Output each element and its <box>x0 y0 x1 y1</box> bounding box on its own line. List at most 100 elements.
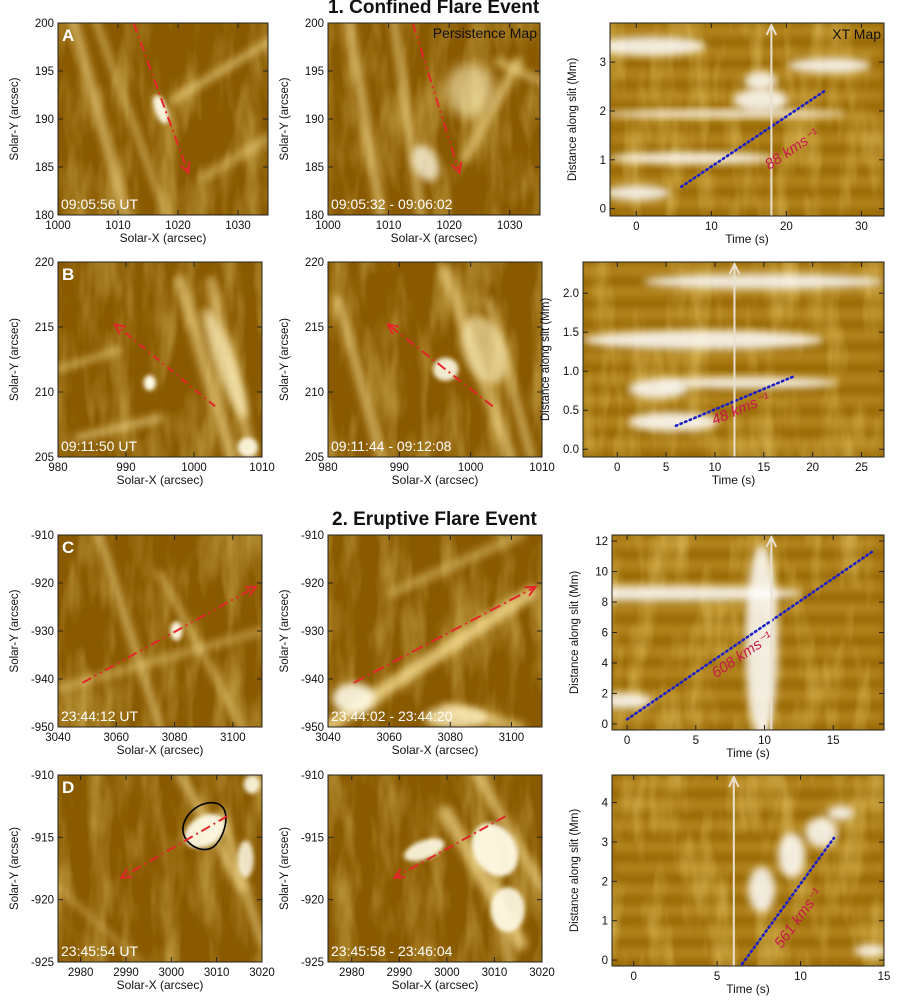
snapshot-ylabel: Solar-Y (arcsec) <box>9 589 21 672</box>
persistence-ytick-label: -920 <box>301 895 324 907</box>
persistence-timestamp: 23:45:58 - 23:46:04 <box>331 943 453 959</box>
snapshot-ytick-label: -925 <box>31 957 54 969</box>
xt-xtick-label: 0 <box>630 971 636 983</box>
snapshot-xtick-label: 1000 <box>45 220 71 232</box>
xt-ytick-label: 0 <box>602 719 608 731</box>
persistence-frame <box>327 774 543 963</box>
persistence-xtick-label: 2980 <box>339 967 365 979</box>
flare-contour <box>182 801 227 851</box>
slit-arrow-head <box>179 161 191 175</box>
persistence-ytick-label: -930 <box>301 626 324 638</box>
persistence-timestamp: 09:11:44 - 09:12:08 <box>331 438 452 454</box>
persistence-xlabel: Solar-X (arcsec) <box>392 473 479 487</box>
snapshot-timestamp: 23:45:54 UT <box>61 943 138 959</box>
snapshot-timestamp: 09:05:56 UT <box>61 196 138 212</box>
snapshot-xlabel: Solar-X (arcsec) <box>117 743 204 757</box>
snapshot-xlabel: Solar-X (arcsec) <box>117 473 204 487</box>
snapshot-ytick-label: -910 <box>31 770 54 782</box>
xt-ytick-label: 0 <box>600 204 606 216</box>
slit-arrow-head <box>451 161 463 175</box>
persistence-panel: 2980 2990 3000 3010 3020 -925 -920 -915 -910 Sola… <box>279 770 555 992</box>
snapshot-xtick-label: 2990 <box>113 967 139 979</box>
persistence-timestamp: 09:05:32 - 09:06:02 <box>331 196 453 212</box>
persistence-ytick-label: -915 <box>301 832 324 844</box>
persistence-xtick-label: 980 <box>318 462 337 474</box>
xt-ytick-label: 1 <box>602 916 608 928</box>
panel-row-c: 3040 3060 3080 3100 -950 -940 -930 -920 -910 Sola… <box>9 530 885 760</box>
persistence-xlabel: Solar-X (arcsec) <box>391 231 478 245</box>
xt-xtick-label: 0 <box>614 462 620 474</box>
persistence-ytick-label: 215 <box>305 322 324 334</box>
xt-ytick-label: 0 <box>602 955 608 967</box>
xt-ytick-label: 8 <box>602 597 608 609</box>
snapshot-ytick-label: -915 <box>31 832 54 844</box>
persistence-ytick-label: 195 <box>305 66 324 78</box>
slit-arrow-head <box>386 322 399 335</box>
snapshot-timestamp: 09:11:50 UT <box>61 438 137 454</box>
persistence-ylabel: Solar-Y (arcsec) <box>279 77 291 160</box>
xt-fit-line <box>740 836 836 966</box>
snapshot-panel: 1000 1010 1020 1030 180 185 190 195 200 Solar-X (… <box>9 18 269 245</box>
xt-fit-line <box>625 548 876 721</box>
slit-arrow <box>387 323 494 408</box>
snapshot-xtick-label: 1000 <box>181 462 207 474</box>
snapshot-xtick-label: 3040 <box>45 732 71 744</box>
panel-letter: C <box>62 538 74 557</box>
snapshot-timestamp: 23:44:12 UT <box>61 708 138 724</box>
xt-xtick-label: 0 <box>624 735 630 747</box>
snapshot-ylabel: Solar-Y (arcsec) <box>9 77 21 160</box>
persistence-timestamp: 23:44:02 - 23:44:20 <box>331 708 453 724</box>
slit-arrow-head <box>244 585 258 597</box>
persistence-xtick-label: 3060 <box>376 732 402 744</box>
xt-xtick-label: 5 <box>693 735 699 747</box>
persistence-ytick-label: 205 <box>305 452 324 464</box>
snapshot-xtick-label: 1020 <box>165 220 191 232</box>
persistence-panel: 980 990 1000 1010 205 210 215 220 Solar-X (arcse… <box>279 257 555 487</box>
xt-time-marker-head <box>728 261 741 275</box>
xt-map-tag: XT Map <box>832 26 881 42</box>
persistence-ytick-label: -920 <box>301 578 324 590</box>
snapshot-xtick-label: 3060 <box>103 732 129 744</box>
snapshot-panel: 3040 3060 3080 3100 -950 -940 -930 -920 -910 Sola… <box>9 530 263 757</box>
xt-xtick-label: 10 <box>705 221 718 233</box>
panel-row-d: 2980 2990 3000 3010 3020-925-920-915-910Sola… <box>9 770 890 996</box>
xt-xtick-label: 10 <box>709 462 722 474</box>
xt-xtick-label: 15 <box>827 735 840 747</box>
xt-ytick-label: 2 <box>602 876 608 888</box>
xt-ytick-label: 4 <box>602 798 609 810</box>
persistence-xtick-label: 3020 <box>529 967 555 979</box>
xt-xtick-label: 20 <box>780 221 793 233</box>
persistence-xtick-label: 1010 <box>376 220 402 232</box>
xt-ytick-label: 3 <box>600 57 606 69</box>
xt-xtick-label: 20 <box>806 462 819 474</box>
slit-arrow <box>411 22 461 174</box>
snapshot-ytick-label: -920 <box>31 895 54 907</box>
persistence-xtick-label: 2990 <box>387 967 413 979</box>
snapshot-xtick-label: 3100 <box>220 732 246 744</box>
xt-xlabel: Time (s) <box>725 232 769 246</box>
snapshot-frame <box>57 774 263 963</box>
snapshot-xtick-label: 1010 <box>105 220 131 232</box>
xt-xlabel: Time (s) <box>712 473 756 487</box>
panel-letter: D <box>62 778 74 797</box>
snapshot-ytick-label: 180 <box>35 210 54 222</box>
snapshot-ytick-label: 210 <box>35 387 54 399</box>
xt-ylabel: Distance along slit (Mm) <box>569 809 581 933</box>
persistence-xlabel: Solar-X (arcsec) <box>392 743 479 757</box>
xt-ytick-label: 2 <box>602 688 608 700</box>
snapshot-ylabel: Solar-Y (arcsec) <box>9 827 21 910</box>
persistence-xtick-label: 3080 <box>437 732 463 744</box>
slit-arrow-head <box>524 585 538 597</box>
persistence-ytick-label: -925 <box>301 957 324 969</box>
snapshot-ytick-label: -940 <box>31 674 54 686</box>
xt-time-marker-head <box>728 774 740 788</box>
persistence-ytick-label: -950 <box>301 722 324 734</box>
xt-ytick-label: 0.5 <box>563 405 579 417</box>
persistence-ytick-label: -910 <box>301 530 324 542</box>
persistence-xlabel: Solar-X (arcsec) <box>392 978 479 992</box>
persistence-xtick-label: 3040 <box>315 732 341 744</box>
xt-ytick-label: 1.5 <box>563 327 579 339</box>
